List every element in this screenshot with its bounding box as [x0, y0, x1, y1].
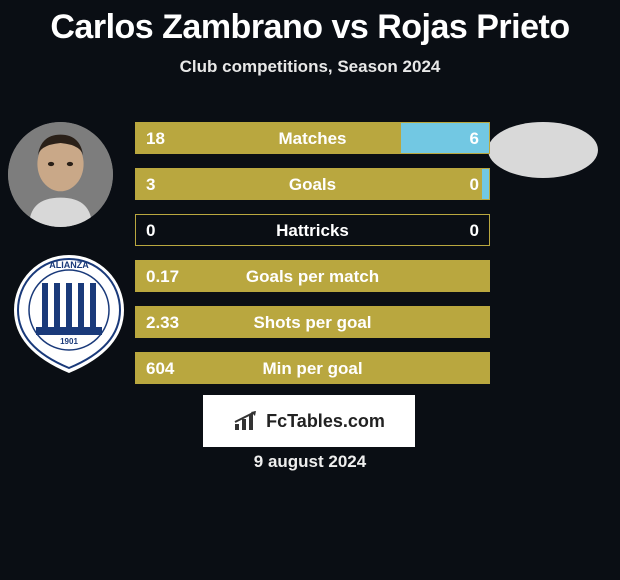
bar-right-value: 6	[470, 123, 479, 153]
bar-left-fill	[136, 261, 489, 291]
bar-right-value: 0	[470, 215, 479, 245]
bar-label: Hattricks	[136, 215, 489, 245]
brand-badge: FcTables.com	[203, 395, 415, 447]
page-title: Carlos Zambrano vs Rojas Prieto	[0, 0, 620, 47]
bar-left-value: 2.33	[146, 307, 179, 337]
player2-avatar	[488, 122, 598, 178]
club-crest: ALIANZA 1901	[14, 255, 124, 373]
brand-text: FcTables.com	[266, 411, 385, 432]
bar-right-fill	[482, 169, 489, 199]
stat-row: 0.17Goals per match	[135, 260, 490, 292]
bar-left-value: 0.17	[146, 261, 179, 291]
bar-left-value: 3	[146, 169, 155, 199]
bar-left-value: 18	[146, 123, 165, 153]
date-label: 9 august 2024	[0, 452, 620, 472]
bar-left-value: 0	[146, 215, 155, 245]
stat-row: 30Goals	[135, 168, 490, 200]
stat-row: 186Matches	[135, 122, 490, 154]
bar-right-value: 0	[470, 169, 479, 199]
brand-icon	[233, 410, 261, 432]
player1-avatar	[8, 122, 113, 227]
stat-row: 2.33Shots per goal	[135, 306, 490, 338]
bar-left-fill	[136, 123, 401, 153]
bar-left-fill	[136, 169, 489, 199]
subtitle: Club competitions, Season 2024	[0, 57, 620, 77]
crest-year: 1901	[60, 337, 78, 346]
bar-left-fill	[136, 353, 489, 383]
stat-row: 604Min per goal	[135, 352, 490, 384]
bar-left-value: 604	[146, 353, 174, 383]
stat-row: 0 0Hattricks	[135, 214, 490, 246]
bar-left-fill	[136, 307, 489, 337]
stats-bars: 186Matches30Goals00Hattricks0.17Goals pe…	[135, 122, 490, 398]
crest-top-text: ALIANZA	[49, 260, 89, 270]
